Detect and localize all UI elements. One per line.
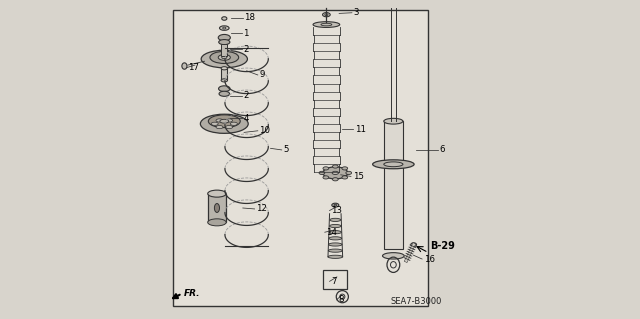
Ellipse shape — [411, 243, 417, 247]
Bar — [221, 68, 227, 80]
Ellipse shape — [342, 167, 348, 170]
Ellipse shape — [208, 190, 226, 197]
Text: 13: 13 — [331, 206, 342, 215]
Bar — [208, 194, 226, 222]
Ellipse shape — [208, 219, 226, 226]
Text: 7: 7 — [331, 277, 337, 286]
Ellipse shape — [182, 63, 187, 69]
Text: 2: 2 — [243, 45, 249, 54]
Ellipse shape — [330, 218, 340, 221]
Ellipse shape — [332, 178, 338, 181]
Ellipse shape — [328, 249, 342, 252]
Ellipse shape — [329, 231, 341, 234]
Ellipse shape — [211, 122, 218, 125]
Ellipse shape — [313, 22, 340, 27]
Ellipse shape — [332, 203, 339, 207]
Ellipse shape — [329, 237, 342, 240]
Text: 18: 18 — [244, 13, 255, 22]
Ellipse shape — [218, 86, 230, 92]
Ellipse shape — [221, 17, 227, 20]
Text: 3: 3 — [353, 8, 359, 17]
Text: 8: 8 — [338, 295, 344, 304]
Text: 12: 12 — [256, 204, 268, 213]
Text: 15: 15 — [353, 172, 364, 181]
Ellipse shape — [323, 167, 348, 179]
Ellipse shape — [214, 204, 220, 212]
Bar — [384, 121, 403, 249]
Ellipse shape — [372, 160, 414, 169]
Ellipse shape — [332, 171, 339, 174]
Text: 4: 4 — [243, 114, 249, 122]
Text: 5: 5 — [284, 145, 289, 154]
Ellipse shape — [383, 253, 404, 259]
Text: 10: 10 — [259, 126, 270, 135]
Ellipse shape — [216, 125, 223, 129]
Ellipse shape — [332, 165, 338, 168]
Text: 6: 6 — [440, 145, 445, 154]
Text: 2: 2 — [243, 91, 249, 100]
Ellipse shape — [323, 176, 329, 179]
Ellipse shape — [220, 26, 229, 30]
Ellipse shape — [330, 225, 341, 228]
Ellipse shape — [328, 255, 342, 258]
Text: FR.: FR. — [184, 289, 200, 298]
Ellipse shape — [221, 67, 227, 70]
Ellipse shape — [218, 55, 230, 60]
Bar — [221, 44, 227, 56]
Text: 16: 16 — [424, 255, 435, 263]
Ellipse shape — [200, 114, 248, 133]
Ellipse shape — [220, 119, 228, 123]
Text: SEA7-B3000: SEA7-B3000 — [390, 297, 442, 306]
Ellipse shape — [219, 91, 230, 96]
Bar — [323, 270, 347, 289]
Ellipse shape — [225, 119, 232, 122]
Ellipse shape — [216, 119, 223, 122]
Ellipse shape — [323, 13, 330, 17]
Ellipse shape — [346, 171, 351, 174]
Text: 14: 14 — [326, 228, 337, 237]
Ellipse shape — [384, 118, 403, 124]
Ellipse shape — [221, 79, 227, 82]
Text: B-29: B-29 — [430, 241, 455, 251]
Ellipse shape — [328, 243, 342, 246]
Ellipse shape — [209, 115, 240, 128]
Ellipse shape — [319, 171, 324, 174]
Text: 11: 11 — [355, 125, 366, 134]
Ellipse shape — [201, 50, 248, 68]
Ellipse shape — [210, 51, 239, 63]
Ellipse shape — [225, 125, 232, 129]
Ellipse shape — [342, 176, 348, 179]
Ellipse shape — [230, 122, 237, 125]
Ellipse shape — [323, 167, 329, 170]
Ellipse shape — [384, 162, 403, 167]
Ellipse shape — [218, 34, 230, 41]
Ellipse shape — [219, 40, 230, 45]
Text: 17: 17 — [188, 63, 199, 72]
Text: 1: 1 — [243, 29, 249, 38]
Bar — [173, 10, 428, 306]
Text: 9: 9 — [259, 70, 265, 79]
